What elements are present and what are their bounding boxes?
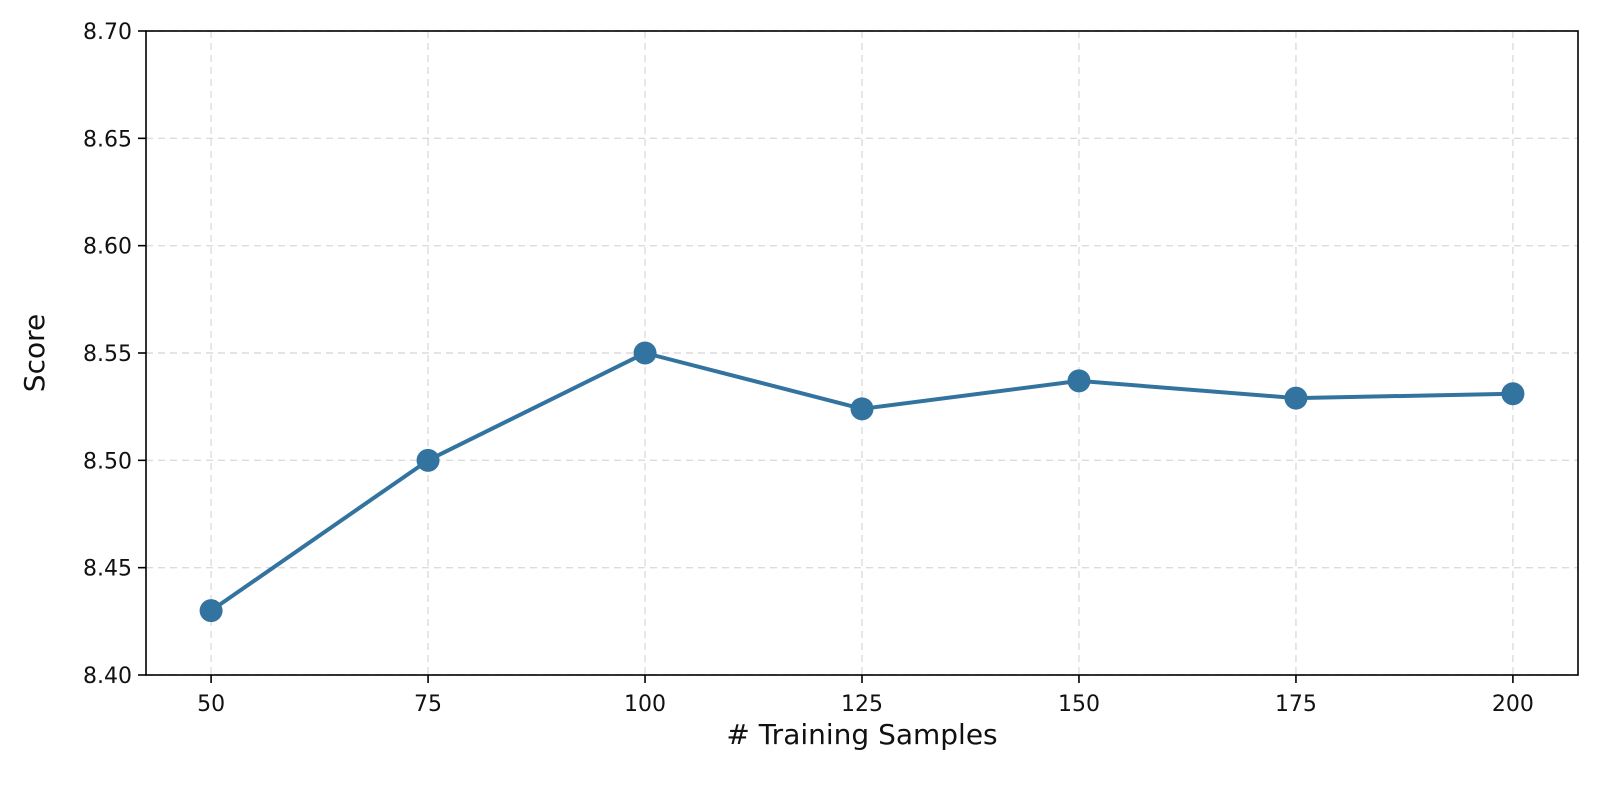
grid xyxy=(146,30,1578,676)
x-tick-label: 100 xyxy=(624,692,666,717)
y-tick-label: 8.45 xyxy=(83,557,132,582)
y-axis-title: Score xyxy=(18,314,51,392)
data-point-marker xyxy=(1067,369,1091,393)
ticks: 50 75 100 125 150 175 200 8.40 8.45 8.50 8.55 8.60 8… xyxy=(83,20,1534,717)
data-point-marker xyxy=(199,599,223,623)
y-tick-label: 8.40 xyxy=(83,664,132,689)
y-tick-label: 8.70 xyxy=(83,20,132,45)
x-axis-title: # Training Samples xyxy=(726,718,997,751)
data-point-marker xyxy=(1284,386,1308,410)
y-tick-label: 8.50 xyxy=(83,449,132,474)
y-tick-label: 8.55 xyxy=(83,342,132,367)
y-tick-label: 8.65 xyxy=(83,127,132,152)
x-tick-label: 150 xyxy=(1058,692,1100,717)
x-tick-label: 200 xyxy=(1492,692,1534,717)
x-tick-label: 50 xyxy=(197,692,225,717)
data-point-marker xyxy=(850,397,874,421)
x-tick-label: 75 xyxy=(414,692,442,717)
y-tick-label: 8.60 xyxy=(83,235,132,260)
x-tick-label: 175 xyxy=(1275,692,1317,717)
data-point-marker xyxy=(633,341,657,365)
data-point-marker xyxy=(1501,382,1525,406)
x-tick-label: 125 xyxy=(841,692,883,717)
data-point-marker xyxy=(416,448,440,472)
series-layer xyxy=(199,341,1525,623)
